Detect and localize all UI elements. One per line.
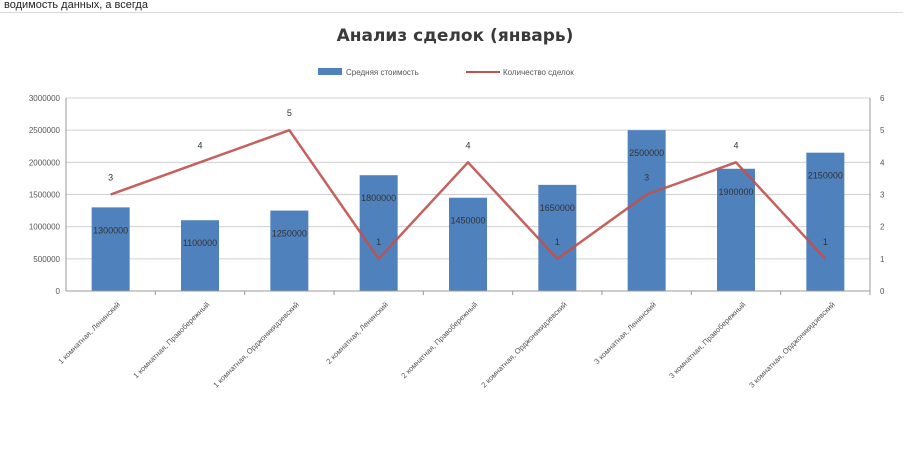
line-data-label: 3 <box>644 173 649 183</box>
line-data-label: 5 <box>287 108 292 118</box>
y-left-tick-label: 500000 <box>33 255 60 264</box>
y-right-tick-label: 4 <box>880 158 885 167</box>
line-series <box>110 128 827 261</box>
bar <box>627 130 666 291</box>
bar <box>717 168 755 291</box>
line-data-label: 4 <box>197 140 202 150</box>
bar-data-label: 1450000 <box>450 216 485 226</box>
bar <box>449 197 487 291</box>
legend-bar-swatch <box>318 68 342 75</box>
x-category-label: 2 комнатная, Ленинский <box>324 300 390 366</box>
chart-legend: Средняя стоимость Количество сделок <box>318 68 574 77</box>
top-caption: водимость данных, а всегда <box>4 0 148 11</box>
x-category-label: 3 комнатная, Правобережный <box>667 300 747 380</box>
bar-series <box>91 130 845 291</box>
chart-title: Анализ сделок (январь) <box>337 26 574 46</box>
y-left-tick-label: 0 <box>56 287 61 296</box>
line-data-label: 1 <box>376 237 381 247</box>
y-left-tick-label: 1500000 <box>29 191 61 200</box>
bar <box>270 210 309 291</box>
line-data-label: 4 <box>733 140 738 150</box>
line-data-label: 4 <box>465 140 470 150</box>
y-right-tick-label: 6 <box>880 94 885 103</box>
bar-data-label: 2500000 <box>629 148 664 158</box>
data-labels: 1300000 1100000 1250000 1800000 1450000 16500… <box>93 108 843 248</box>
bar-data-label: 1650000 <box>540 203 575 213</box>
bar-data-label: 1800000 <box>361 193 396 203</box>
x-category-label: 3 комнатная, Орджоникидзевский <box>747 300 836 389</box>
line-path <box>110 128 827 261</box>
legend-bar-label: Средняя стоимость <box>346 68 419 77</box>
y-right-tick-label: 0 <box>880 287 885 296</box>
legend-line-label: Количество сделок <box>503 68 574 77</box>
x-category-label: 2 комнатная, Орджоникидзевский <box>479 300 568 389</box>
bar <box>181 220 219 291</box>
bar-data-label: 2150000 <box>808 171 843 181</box>
bar-data-label: 1900000 <box>718 187 753 197</box>
combo-chart: Анализ сделок (январь) Средняя стоимость… <box>29 26 885 389</box>
y-right-tick-label: 3 <box>880 191 885 200</box>
y-left-tick-label: 3000000 <box>29 94 61 103</box>
x-category-label: 2 комнатная, Правобережный <box>399 300 479 380</box>
bar <box>538 184 577 291</box>
y-left-tick-label: 2500000 <box>29 126 61 135</box>
bar-data-label: 1300000 <box>93 225 128 235</box>
bar-data-label: 1250000 <box>272 229 307 239</box>
y-left-tick-label: 2000000 <box>29 158 61 167</box>
line-data-label: 1 <box>823 237 828 247</box>
chart-container: Анализ сделок (январь) Средняя стоимость… <box>0 12 903 448</box>
bar-data-label: 1100000 <box>183 238 217 248</box>
line-data-label: 1 <box>555 237 560 247</box>
y-right-tick-label: 2 <box>880 223 885 232</box>
x-category-label: 3 комнатная, Ленинский <box>592 300 658 366</box>
y-left-tick-label: 1000000 <box>29 223 61 232</box>
bar <box>806 152 845 291</box>
x-category-label: 1 комнатная, Ленинский <box>56 300 122 366</box>
y-right-tick-label: 5 <box>880 126 885 135</box>
x-category-label: 1 комнатная, Правобережный <box>131 300 211 380</box>
y-right-tick-label: 1 <box>880 255 885 264</box>
x-category-label: 1 комнатная, Орджоникидзевский <box>211 300 300 389</box>
bar <box>91 207 130 291</box>
line-data-label: 3 <box>108 173 113 183</box>
bar <box>359 175 398 291</box>
